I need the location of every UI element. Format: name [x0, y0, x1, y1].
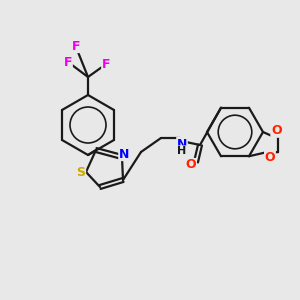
Text: F: F — [64, 56, 72, 70]
Text: N: N — [119, 148, 129, 160]
Text: N: N — [177, 137, 187, 151]
Text: F: F — [72, 40, 80, 52]
Text: S: S — [76, 166, 85, 178]
Text: O: O — [265, 151, 275, 164]
Text: O: O — [271, 124, 282, 137]
Text: H: H — [177, 146, 187, 156]
Text: O: O — [186, 158, 196, 172]
Text: F: F — [102, 58, 110, 71]
